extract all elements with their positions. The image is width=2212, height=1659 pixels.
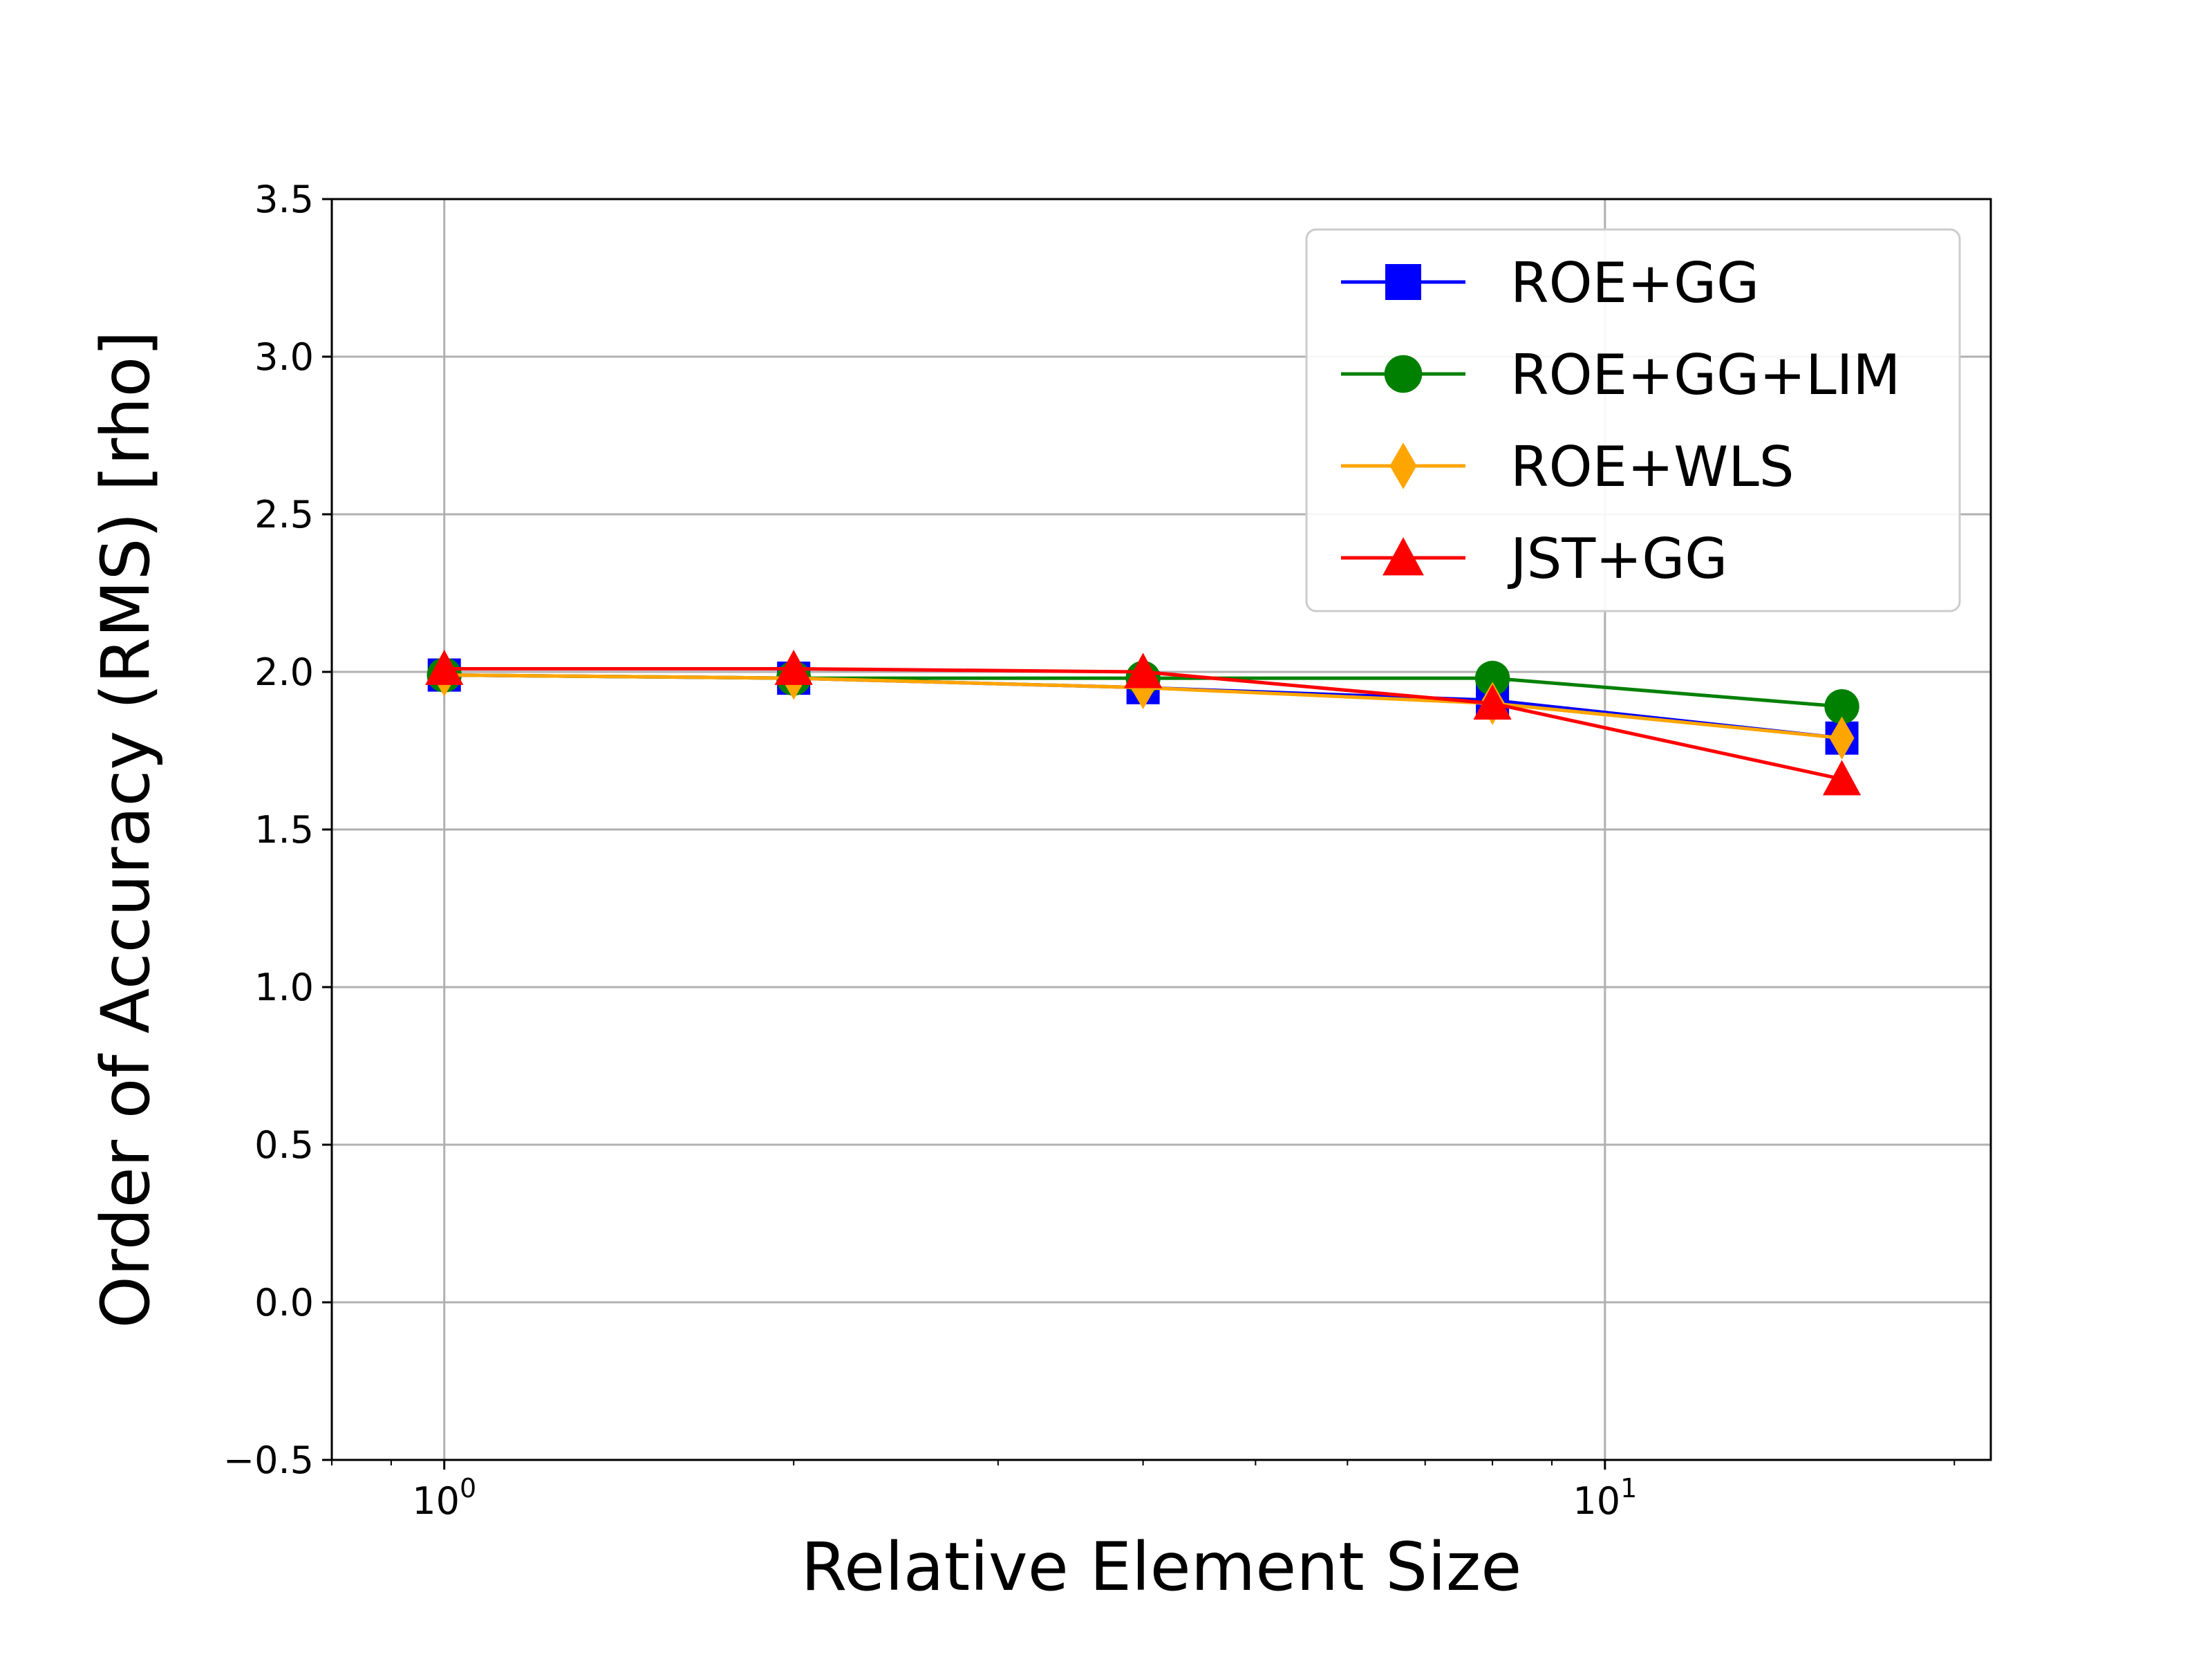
y-tick-label: 1.0 <box>254 966 314 1009</box>
series-JST+GG <box>425 649 1862 796</box>
y-tick-label: 3.0 <box>254 335 314 379</box>
y-tick-label: −0.5 <box>223 1438 314 1482</box>
y-tick-label: 2.0 <box>254 650 314 694</box>
series-layer <box>425 649 1862 796</box>
legend-label: JST+GG <box>1507 527 1727 591</box>
y-tick-label: 0.0 <box>254 1281 314 1324</box>
axis-ticks: −0.5 0.0 0.5 1.0 1.5 2.0 2.5 3.0 3.5 100 101 <box>223 178 1956 1523</box>
x-tick-label: 100 <box>412 1473 476 1523</box>
y-tick-label: 0.5 <box>254 1123 314 1167</box>
legend-marker <box>1385 264 1421 300</box>
legend-marker <box>1384 355 1423 393</box>
data-point <box>774 649 813 685</box>
y-tick-label: 2.5 <box>254 493 314 536</box>
data-point <box>1124 653 1163 688</box>
y-axis-label: Order of Accuracy (RMS) [rho] <box>87 330 165 1328</box>
legend-frame <box>1305 228 1961 612</box>
data-point <box>425 649 464 685</box>
x-axis-label: Relative Element Size <box>801 1528 1522 1606</box>
legend-marker <box>1382 537 1424 576</box>
legend-marker <box>1389 442 1417 489</box>
y-tick-label: 3.5 <box>254 178 314 221</box>
data-point <box>1474 660 1510 696</box>
legend-label: ROE+GG+LIM <box>1510 343 1900 407</box>
data-point <box>1473 684 1512 720</box>
legend: ROE+GG ROE+GG+LIM ROE+WLS JST+GG <box>1305 228 1961 612</box>
data-point <box>1822 760 1862 796</box>
data-point <box>1829 716 1855 760</box>
y-tick-label: 1.5 <box>254 808 314 852</box>
legend-label: ROE+GG <box>1510 251 1759 315</box>
legend-label: ROE+WLS <box>1510 435 1794 499</box>
data-point <box>1824 688 1859 724</box>
x-tick-label: 101 <box>1573 1473 1637 1523</box>
